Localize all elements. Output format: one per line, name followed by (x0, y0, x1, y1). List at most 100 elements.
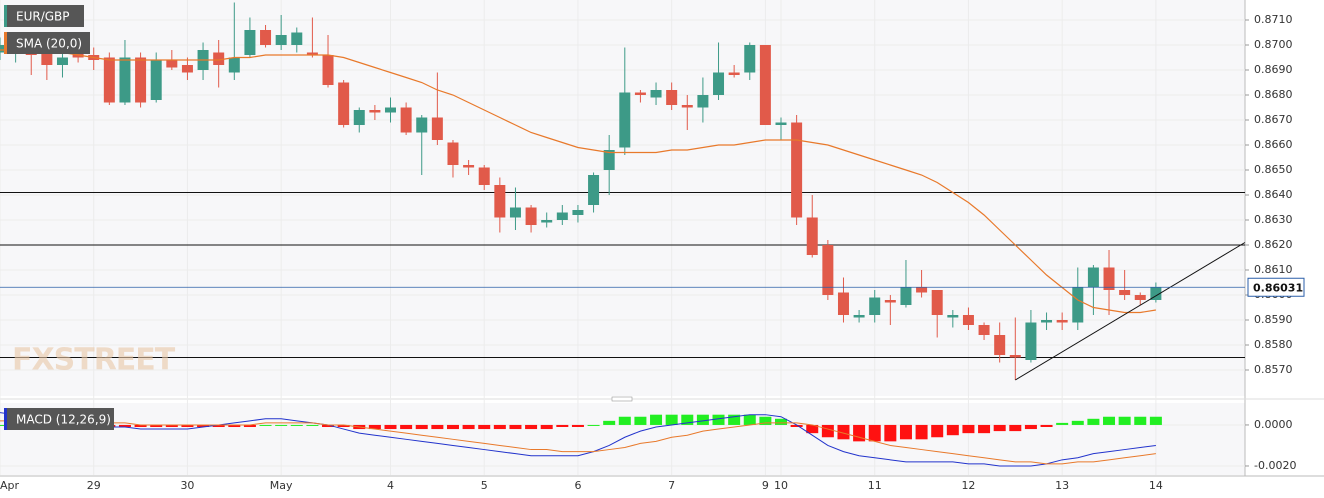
y-tick-label: 0.8610 (1254, 263, 1293, 276)
histogram-bar (681, 414, 694, 425)
histogram-bar (400, 424, 413, 430)
histogram-bar (431, 424, 444, 430)
histogram-bar (775, 418, 787, 425)
y-tick-label: -0.0020 (1254, 459, 1296, 472)
candle-body (369, 110, 381, 113)
histogram-bar (728, 414, 741, 425)
candle-body (244, 30, 256, 55)
histogram-bar (837, 424, 850, 440)
histogram-bar (228, 424, 241, 427)
x-tick-label: 12 (961, 479, 975, 492)
x-tick-label: 5 (481, 479, 488, 492)
candle-body (962, 315, 974, 325)
legend-label: SMA (20,0) (16, 37, 82, 51)
histogram-bar (1040, 424, 1053, 427)
x-tick-label: 9 (762, 479, 769, 492)
candle-body (1103, 267, 1115, 290)
candle-body (1119, 290, 1131, 295)
candle-body (1134, 295, 1146, 300)
histogram-bar (1056, 422, 1069, 425)
candle-body (1072, 287, 1084, 323)
histogram-bar (931, 424, 944, 438)
candle-body (556, 212, 568, 220)
histogram-bar (1118, 416, 1131, 425)
candle-body (447, 142, 459, 165)
histogram-bar (556, 424, 569, 427)
y-tick-label: 0.8590 (1254, 313, 1293, 326)
candle-body (213, 52, 225, 65)
histogram-bar (853, 424, 866, 442)
y-tick-label: 0.8570 (1254, 363, 1293, 376)
candle-body (1150, 287, 1162, 300)
candle-body (697, 95, 709, 108)
candle-body (400, 107, 412, 133)
last-price-label: 0.86031 (1253, 281, 1303, 294)
histogram-bar (603, 420, 616, 425)
histogram-bar (790, 424, 803, 427)
last-price-box (1247, 277, 1305, 297)
candle-body (978, 325, 990, 335)
candle-body (588, 175, 600, 205)
histogram-bar (899, 424, 912, 440)
histogram-bar (806, 424, 819, 434)
histogram-bar (618, 416, 631, 425)
histogram-bar (962, 424, 975, 434)
legend-box (4, 408, 114, 430)
y-tick-label: 0.8620 (1254, 238, 1293, 251)
macd-line (0, 412, 1156, 467)
candle-body (260, 30, 272, 45)
histogram-bar (1087, 418, 1100, 425)
histogram-bar (665, 414, 678, 425)
x-tick-label: 13 (1055, 479, 1069, 492)
histogram-bar (415, 424, 428, 430)
histogram-bar (384, 424, 397, 430)
histogram-bar (915, 424, 928, 440)
histogram-bar (1009, 424, 1022, 432)
candle-body (775, 122, 787, 125)
histogram-bar (275, 424, 288, 426)
candle-body (1041, 320, 1053, 323)
x-tick-label: 14 (1149, 479, 1163, 492)
candle-body (916, 287, 928, 293)
candle-body (1087, 267, 1099, 288)
y-tick-label: 0.8640 (1254, 188, 1293, 201)
histogram-bar (1071, 420, 1084, 425)
histogram-bar (1024, 424, 1037, 430)
y-tick-label: 0.0000 (1254, 418, 1293, 431)
trendline (1015, 242, 1246, 381)
histogram-bar (525, 424, 538, 430)
candle-body (385, 107, 396, 113)
candle-body (463, 165, 475, 168)
candle-body (603, 150, 615, 170)
candle-body (478, 167, 490, 185)
histogram-bar (712, 414, 725, 425)
candle-body (666, 90, 678, 105)
y-tick-label: 0.8630 (1254, 213, 1293, 226)
histogram-bar (1134, 416, 1147, 425)
legend-swatch (4, 32, 7, 54)
candle-body (759, 45, 771, 125)
legend-swatch (4, 5, 7, 27)
histogram-bar (337, 424, 350, 427)
histogram-bar (290, 424, 303, 426)
histogram-bar (759, 416, 772, 425)
y-tick-label: 0.8690 (1254, 63, 1293, 76)
legend-title: MACD (12,26,9) (16, 413, 111, 427)
histogram-bar (1149, 416, 1162, 425)
histogram-bar (165, 424, 178, 427)
histogram-bar (978, 424, 991, 434)
candle-body (41, 52, 53, 65)
candle-body (650, 90, 662, 98)
candle-body (822, 245, 834, 295)
candle-body (1009, 355, 1021, 358)
macd-line (0, 420, 1156, 465)
y-tick-label: 0.8660 (1254, 138, 1293, 151)
histogram-bar (993, 424, 1006, 432)
candle-body (56, 57, 68, 65)
histogram-bar (509, 424, 522, 430)
histogram-bar (587, 424, 600, 426)
candle-body (509, 207, 521, 218)
histogram-bar (540, 424, 553, 430)
panel-handle[interactable] (611, 396, 633, 402)
candle-body (228, 57, 240, 73)
